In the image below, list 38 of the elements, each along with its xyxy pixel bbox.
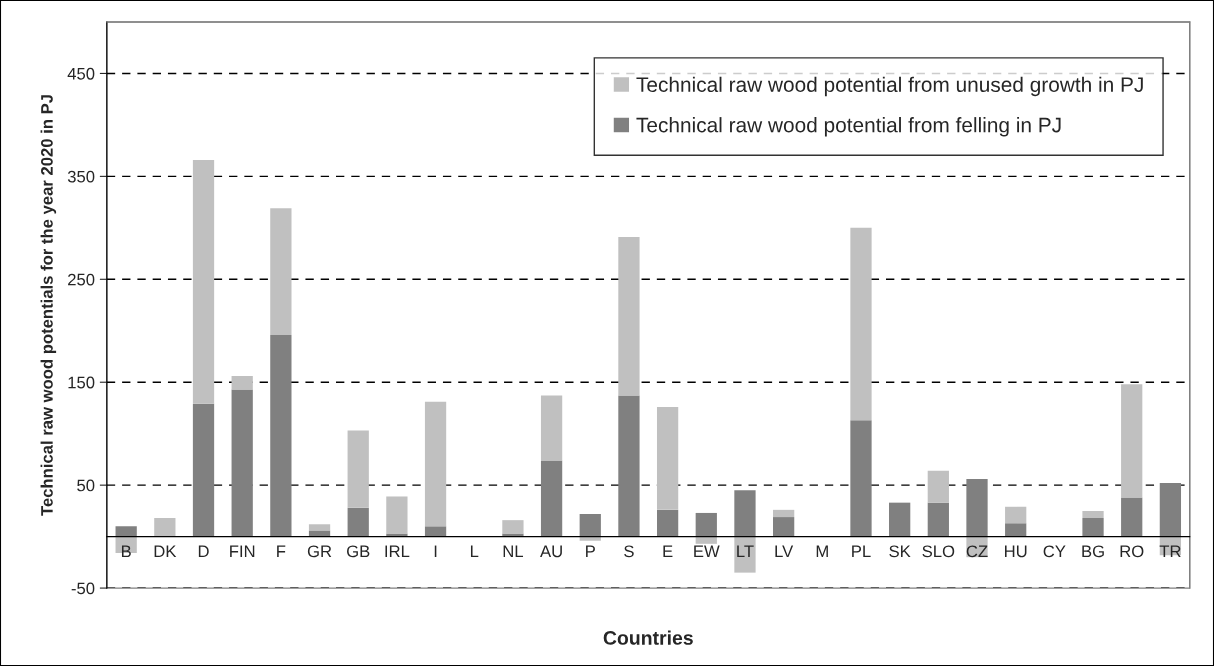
x-tick-label: NL bbox=[503, 545, 524, 558]
y-tick-label: 450 bbox=[67, 67, 95, 80]
x-tick-label: BG bbox=[1082, 545, 1104, 558]
y-tick-label: 250 bbox=[68, 273, 95, 286]
x-tick-label: TR bbox=[1159, 545, 1181, 558]
x-tick-label: DK bbox=[154, 545, 177, 558]
x-tick-label: L bbox=[470, 545, 479, 558]
x-tick-label: EW bbox=[694, 545, 720, 558]
x-tick-label: S bbox=[624, 545, 634, 558]
legend-label: Technical raw wood potential from felling in PJ bbox=[636, 117, 1061, 137]
x-tick-label: E bbox=[663, 545, 673, 558]
x-tick-label: AU bbox=[540, 545, 562, 558]
x-tick-label: IRL bbox=[385, 545, 410, 558]
y-tick-label: -50 bbox=[71, 582, 95, 595]
x-tick-label: RO bbox=[1120, 545, 1144, 558]
y-tick-label: 350 bbox=[67, 170, 95, 183]
legend-label: Technical raw wood potential from unused growth in PJ bbox=[636, 76, 1143, 97]
x-tick-label: CY bbox=[1043, 545, 1066, 558]
y-tick-label: 50 bbox=[77, 479, 95, 492]
x-axis-title: Countries bbox=[603, 630, 693, 645]
y-axis-title: Technical raw wood potentials for the year 2020 in PJ bbox=[40, 95, 57, 516]
y-tick-label: 150 bbox=[68, 376, 95, 389]
x-tick-label: CZ bbox=[966, 545, 988, 558]
x-tick-label: LT bbox=[737, 545, 754, 558]
x-tick-label: GR bbox=[307, 545, 332, 558]
x-tick-label: P bbox=[586, 545, 595, 558]
x-tick-label: D bbox=[198, 545, 209, 558]
x-tick-label: SK bbox=[889, 545, 911, 558]
x-tick-label: M bbox=[816, 545, 828, 558]
x-tick-label: LV bbox=[775, 545, 794, 558]
x-tick-label: I bbox=[434, 545, 437, 558]
x-tick-label: PL bbox=[852, 545, 871, 558]
x-tick-label: HU bbox=[1005, 545, 1027, 558]
x-tick-label: B bbox=[121, 545, 131, 558]
x-tick-label: F bbox=[277, 545, 286, 558]
x-tick-label: SLO bbox=[922, 545, 955, 558]
x-tick-label: GB bbox=[347, 545, 370, 558]
x-tick-label: FIN bbox=[230, 545, 255, 558]
